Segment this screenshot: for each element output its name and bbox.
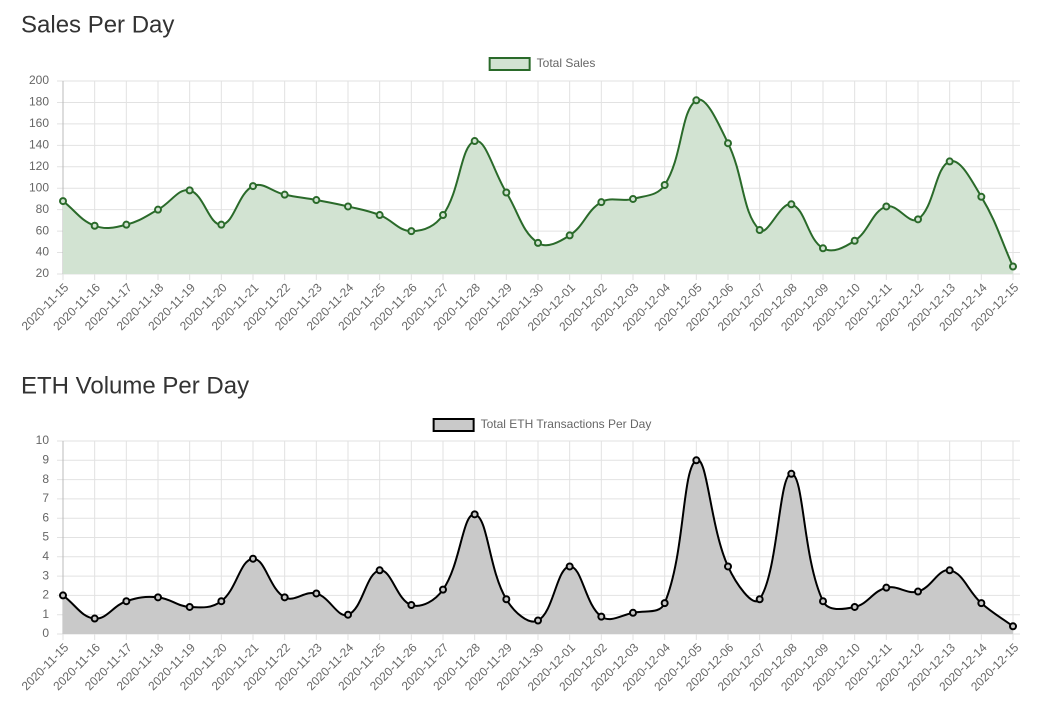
legend-label: Total Sales [537, 56, 596, 70]
point [154, 205, 162, 214]
y-tick-label: 160 [29, 116, 49, 130]
point [629, 194, 637, 203]
y-tick-label: 9 [42, 452, 49, 466]
point [597, 612, 606, 621]
point [1009, 622, 1017, 631]
point [280, 190, 289, 199]
y-tick-label: 2 [42, 588, 49, 602]
point [914, 215, 922, 224]
point [755, 595, 764, 604]
point [217, 220, 226, 229]
y-tick-label: 1 [42, 607, 49, 621]
y-tick-label: 60 [36, 223, 50, 237]
point [470, 510, 479, 519]
legend-item: Total Sales [488, 56, 596, 71]
point [375, 211, 384, 220]
point [122, 220, 131, 229]
point [439, 585, 447, 594]
point [90, 221, 99, 230]
point [724, 562, 732, 571]
point [502, 595, 511, 604]
point [470, 137, 479, 146]
y-tick-label: 100 [29, 180, 49, 194]
chart-title: ETH Volume Per Day [21, 372, 249, 399]
point [787, 469, 796, 478]
point [914, 587, 922, 596]
point [692, 96, 701, 105]
y-tick-label: 120 [29, 159, 49, 173]
y-tick-label: 6 [42, 510, 49, 524]
y-tick-label: 200 [29, 73, 49, 87]
point [344, 610, 352, 619]
point [724, 139, 732, 148]
point [565, 231, 574, 240]
point [787, 200, 796, 209]
point [407, 601, 416, 610]
point [249, 554, 257, 563]
y-tick-label: 7 [42, 491, 49, 505]
point [819, 244, 827, 253]
point [375, 566, 384, 575]
point [819, 597, 827, 606]
point [344, 202, 352, 211]
line [62, 459, 1014, 628]
point [882, 583, 891, 592]
point [280, 593, 289, 602]
point [185, 602, 194, 611]
legend-item: Total ETH Transactions Per Day [432, 417, 652, 432]
point [59, 591, 67, 600]
point [850, 236, 859, 245]
y-tick-label: 20 [36, 266, 50, 280]
point [312, 196, 321, 205]
legend-label: Total ETH Transactions Per Day [481, 417, 652, 431]
point [755, 226, 764, 235]
point [945, 566, 954, 575]
point [882, 202, 891, 211]
y-tick-label: 180 [29, 95, 49, 109]
point [90, 614, 99, 623]
point [312, 589, 321, 598]
point [249, 182, 257, 191]
point [122, 597, 131, 606]
y-tick-label: 140 [29, 138, 49, 152]
point [692, 456, 701, 465]
point [154, 593, 162, 602]
chart: Sales Per Day204060801001201401601802002… [19, 11, 1022, 333]
area [63, 99, 1013, 274]
y-tick-label: 40 [36, 245, 50, 259]
point [534, 616, 542, 625]
legend-swatch [488, 57, 531, 71]
point [217, 597, 226, 606]
point [502, 188, 511, 197]
point [977, 192, 986, 201]
point [850, 602, 859, 611]
point [597, 198, 606, 207]
point [629, 608, 637, 617]
point [565, 562, 574, 571]
y-tick-label: 80 [36, 202, 50, 216]
y-tick-label: 8 [42, 472, 49, 486]
y-tick-label: 10 [36, 433, 50, 447]
chart: ETH Volume Per Day0123456789102020-11-15… [19, 372, 1022, 693]
chart-title: Sales Per Day [21, 11, 174, 38]
point [945, 157, 954, 166]
y-tick-label: 4 [42, 549, 49, 563]
point [185, 186, 194, 195]
point [977, 599, 986, 608]
point [534, 238, 542, 247]
legend-swatch [432, 418, 475, 432]
point [59, 197, 67, 206]
y-tick-label: 0 [42, 626, 49, 640]
area [63, 459, 1013, 634]
point [660, 181, 669, 190]
point [1009, 262, 1017, 271]
point [439, 211, 447, 220]
y-tick-label: 3 [42, 568, 49, 582]
y-tick-label: 5 [42, 530, 49, 544]
point [407, 227, 416, 236]
point [660, 599, 669, 608]
